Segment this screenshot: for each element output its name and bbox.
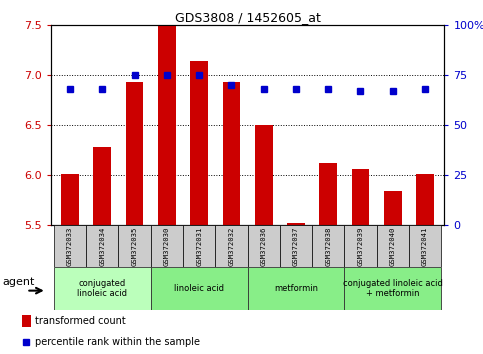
Text: GSM372041: GSM372041 (422, 226, 428, 266)
Bar (126, 82, 143, 225)
Bar (86, 225, 118, 267)
Text: GSM372037: GSM372037 (293, 226, 299, 266)
Text: GSM372033: GSM372033 (67, 226, 73, 266)
Text: GSM372030: GSM372030 (164, 226, 170, 266)
Text: metformin: metformin (274, 284, 318, 293)
Bar (287, 223, 305, 225)
Text: GSM372031: GSM372031 (196, 226, 202, 266)
Text: GSM372034: GSM372034 (99, 226, 105, 266)
Text: percentile rank within the sample: percentile rank within the sample (35, 337, 200, 347)
Bar (190, 61, 208, 225)
Bar (255, 125, 272, 225)
Bar (22, 315, 31, 327)
Bar (61, 174, 79, 225)
Title: GDS3808 / 1452605_at: GDS3808 / 1452605_at (174, 11, 321, 24)
Text: GSM372036: GSM372036 (261, 226, 267, 266)
Bar (215, 225, 248, 267)
Bar (158, 25, 176, 225)
Bar (183, 225, 215, 267)
Bar (377, 225, 409, 267)
Bar (312, 225, 344, 267)
Text: GSM372040: GSM372040 (390, 226, 396, 266)
Text: GSM372035: GSM372035 (131, 226, 138, 266)
Text: conjugated
linoleic acid: conjugated linoleic acid (77, 279, 128, 298)
Text: linoleic acid: linoleic acid (174, 284, 224, 293)
Bar (280, 225, 312, 267)
Bar (94, 147, 111, 225)
Bar (352, 169, 369, 225)
Bar (416, 174, 434, 225)
Bar (344, 225, 377, 267)
Bar (248, 225, 280, 267)
Bar (319, 163, 337, 225)
Bar (54, 225, 86, 267)
Bar (384, 191, 401, 225)
Text: GSM372032: GSM372032 (228, 226, 234, 266)
Bar (248, 267, 344, 310)
Bar (54, 267, 151, 310)
Bar (344, 267, 441, 310)
Bar (151, 267, 248, 310)
Bar (151, 225, 183, 267)
Bar (223, 82, 240, 225)
Text: agent: agent (2, 277, 35, 287)
Bar (409, 225, 441, 267)
Text: transformed count: transformed count (35, 316, 126, 326)
Text: conjugated linoleic acid
+ metformin: conjugated linoleic acid + metformin (343, 279, 443, 298)
Text: GSM372038: GSM372038 (325, 226, 331, 266)
Bar (118, 225, 151, 267)
Text: GSM372039: GSM372039 (357, 226, 364, 266)
